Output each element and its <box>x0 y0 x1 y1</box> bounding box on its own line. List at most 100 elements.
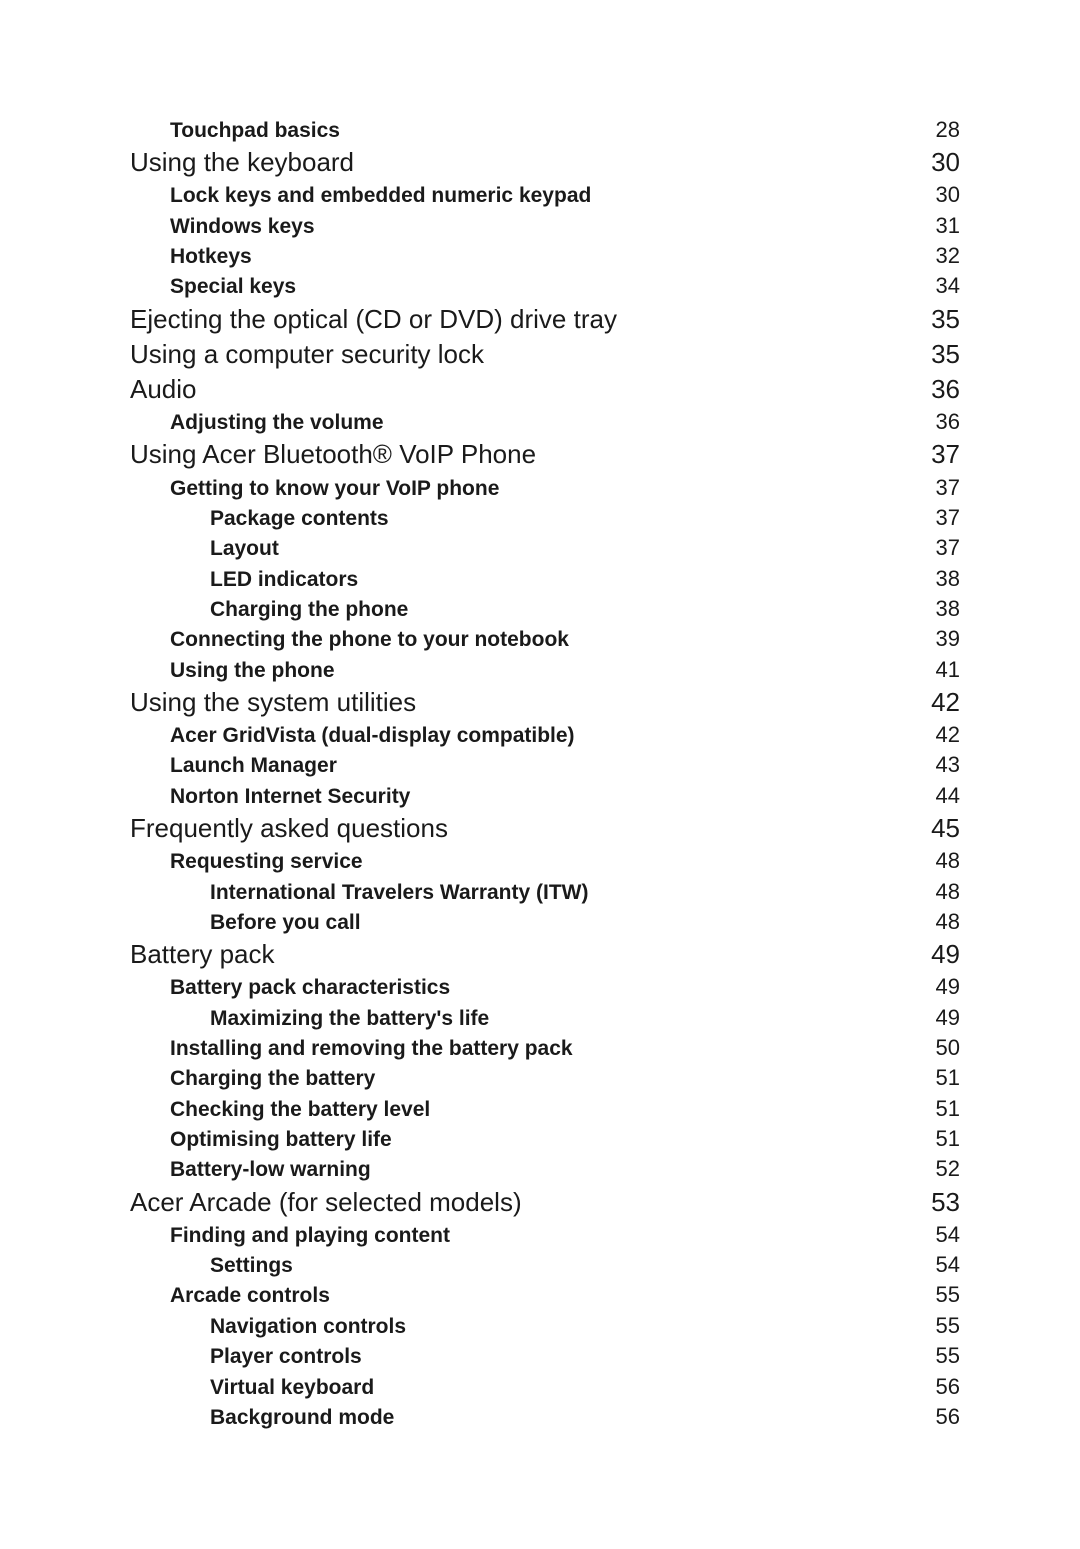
toc-entry-page: 39 <box>900 624 960 654</box>
toc-entry: Windows keys31 <box>130 211 960 241</box>
toc-entry-title: Installing and removing the battery pack <box>130 1035 573 1063</box>
toc-entry-title: Hotkeys <box>130 243 252 271</box>
toc-entry-page: 32 <box>900 241 960 271</box>
toc-entry: Maximizing the battery's life 49 <box>130 1003 960 1033</box>
toc-entry-page: 37 <box>900 437 960 472</box>
toc-entry-title: Battery pack <box>130 937 275 972</box>
toc-entry-page: 55 <box>900 1341 960 1371</box>
toc-entry-title: Player controls <box>130 1343 362 1371</box>
toc-entry: Norton Internet Security 44 <box>130 781 960 811</box>
toc-entry-page: 49 <box>900 1003 960 1033</box>
toc-entry: Adjusting the volume 36 <box>130 407 960 437</box>
toc-entry: Navigation controls55 <box>130 1311 960 1341</box>
toc-entry: Package contents37 <box>130 503 960 533</box>
toc-entry: Finding and playing content 54 <box>130 1220 960 1250</box>
toc-page: Touchpad basics28Using the keyboard30Loc… <box>0 0 1080 1432</box>
toc-entry: Frequently asked questions45 <box>130 811 960 846</box>
toc-entry-page: 35 <box>900 302 960 337</box>
toc-entry: Getting to know your VoIP phone 37 <box>130 473 960 503</box>
toc-entry-page: 30 <box>900 180 960 210</box>
toc-entry: International Travelers Warranty (ITW)48 <box>130 877 960 907</box>
toc-entry-page: 36 <box>900 407 960 437</box>
toc-entry-title: Arcade controls <box>130 1282 330 1310</box>
toc-entry-page: 37 <box>900 503 960 533</box>
toc-entry-page: 37 <box>900 533 960 563</box>
toc-entry-page: 54 <box>900 1220 960 1250</box>
toc-entry: Acer Arcade (for selected models) 53 <box>130 1185 960 1220</box>
toc-entry: Using a computer security lock35 <box>130 337 960 372</box>
toc-entry-page: 31 <box>900 211 960 241</box>
toc-entry: Charging the phone38 <box>130 594 960 624</box>
toc-entry-page: 37 <box>900 473 960 503</box>
toc-entry-title: Using Acer Bluetooth® VoIP Phone <box>130 437 536 472</box>
toc-entry-page: 56 <box>900 1402 960 1432</box>
toc-entry: Arcade controls 55 <box>130 1280 960 1310</box>
toc-entry-title: Virtual keyboard <box>130 1374 374 1402</box>
toc-entry-page: 49 <box>900 972 960 1002</box>
toc-entry-page: 41 <box>900 655 960 685</box>
toc-entry-title: Launch Manager <box>130 752 337 780</box>
toc-entry-title: Special keys <box>130 273 296 301</box>
toc-entry-title: Optimising battery life <box>130 1126 392 1154</box>
toc-entry-page: 43 <box>900 750 960 780</box>
toc-entry: Before you call48 <box>130 907 960 937</box>
toc-entry-page: 52 <box>900 1154 960 1184</box>
toc-entry-title: Audio <box>130 372 197 407</box>
toc-entry: Using the system utilities42 <box>130 685 960 720</box>
toc-entry-title: Lock keys and embedded numeric keypad <box>130 182 591 210</box>
toc-entry-title: Checking the battery level <box>130 1096 430 1124</box>
toc-entry: Battery pack characteristics 49 <box>130 972 960 1002</box>
toc-entry: Using the phone 41 <box>130 655 960 685</box>
toc-entry-page: 42 <box>900 720 960 750</box>
toc-entry-title: Acer Arcade (for selected models) <box>130 1185 522 1220</box>
toc-entry-title: Adjusting the volume <box>130 409 384 437</box>
toc-entry-page: 51 <box>900 1063 960 1093</box>
toc-entry-page: 55 <box>900 1311 960 1341</box>
toc-entry-title: Finding and playing content <box>130 1222 450 1250</box>
toc-entry-title: Battery pack characteristics <box>130 974 450 1002</box>
toc-entry: Battery pack 49 <box>130 937 960 972</box>
toc-entry: Special keys34 <box>130 271 960 301</box>
toc-entry-title: Maximizing the battery's life <box>130 1005 489 1033</box>
toc-entry-page: 30 <box>900 145 960 180</box>
toc-entry: Background mode 56 <box>130 1402 960 1432</box>
toc-entry-title: Using the phone <box>130 657 335 685</box>
toc-entry-title: Norton Internet Security <box>130 783 410 811</box>
toc-entry: Battery-low warning 52 <box>130 1154 960 1184</box>
toc-entry-title: Before you call <box>130 909 361 937</box>
toc-entry-title: Connecting the phone to your notebook <box>130 626 569 654</box>
toc-entry-title: Battery-low warning <box>130 1156 371 1184</box>
toc-entry: Charging the battery 51 <box>130 1063 960 1093</box>
toc-entry: Virtual keyboard 56 <box>130 1372 960 1402</box>
toc-entry-title: LED indicators <box>130 566 358 594</box>
toc-entry-page: 49 <box>900 937 960 972</box>
toc-entry-title: Ejecting the optical (CD or DVD) drive t… <box>130 302 617 337</box>
toc-entry-title: Layout <box>130 535 279 563</box>
toc-entry: Using the keyboard30 <box>130 145 960 180</box>
toc-entry-page: 55 <box>900 1280 960 1310</box>
toc-entry: Using Acer Bluetooth® VoIP Phone 37 <box>130 437 960 472</box>
toc-entry: Hotkeys 32 <box>130 241 960 271</box>
toc-entry-title: Getting to know your VoIP phone <box>130 475 499 503</box>
toc-entry-page: 53 <box>900 1185 960 1220</box>
toc-entry: Layout 37 <box>130 533 960 563</box>
toc-entry-page: 54 <box>900 1250 960 1280</box>
toc-entry-page: 38 <box>900 564 960 594</box>
toc-entry-title: Background mode <box>130 1404 394 1432</box>
toc-entry: Acer GridVista (dual-display compatible)… <box>130 720 960 750</box>
toc-entry-page: 44 <box>900 781 960 811</box>
toc-entry-page: 56 <box>900 1372 960 1402</box>
toc-entry-page: 36 <box>900 372 960 407</box>
toc-entry: Lock keys and embedded numeric keypad 30 <box>130 180 960 210</box>
toc-entry-page: 28 <box>900 115 960 145</box>
toc-entry-page: 48 <box>900 877 960 907</box>
toc-entry-title: Charging the battery <box>130 1065 375 1093</box>
toc-entry-title: Frequently asked questions <box>130 811 448 846</box>
toc-entry: Touchpad basics28 <box>130 115 960 145</box>
toc-entry-title: Acer GridVista (dual-display compatible) <box>130 722 575 750</box>
toc-entry: Launch Manager 43 <box>130 750 960 780</box>
toc-entry-page: 48 <box>900 846 960 876</box>
toc-entry-page: 35 <box>900 337 960 372</box>
toc-entry: Requesting service48 <box>130 846 960 876</box>
toc-entry-page: 50 <box>900 1033 960 1063</box>
